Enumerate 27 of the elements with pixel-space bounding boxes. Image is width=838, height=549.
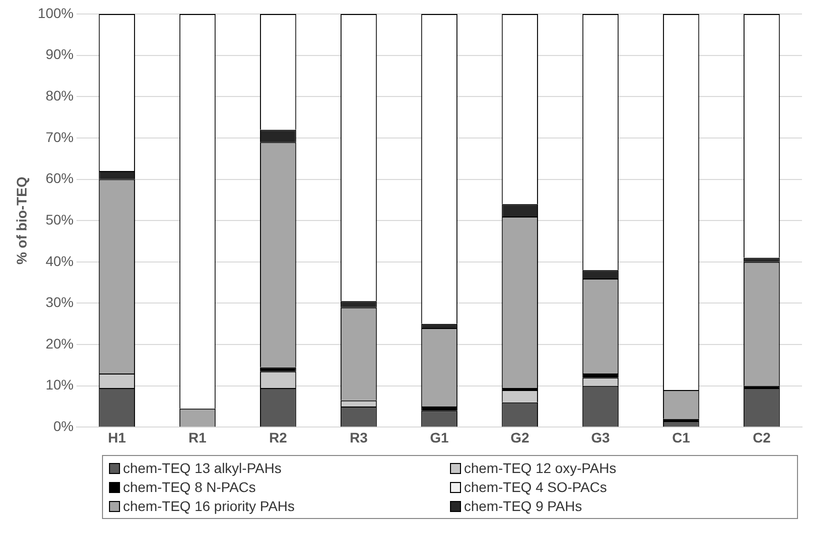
x-tick-label: G3 — [591, 429, 610, 446]
legend-label: chem-TEQ 9 PAHs — [464, 498, 582, 514]
x-tick-label: R3 — [350, 429, 368, 446]
x-tick-label: G2 — [510, 429, 530, 446]
y-tick-label: 10% — [46, 376, 74, 393]
y-tick-label: 30% — [46, 294, 74, 310]
legend-label: chem-TEQ 4 SO-PACs — [464, 479, 607, 495]
x-tick-label: R1 — [188, 429, 207, 446]
y-tick-label: 50% — [46, 211, 74, 228]
y-tick-label: 70% — [46, 128, 74, 145]
y-tick-label: 100% — [38, 4, 74, 21]
y-tick-label: 60% — [46, 170, 74, 186]
legend-label: chem-TEQ 16 priority PAHs — [123, 498, 295, 514]
x-tick-label: C1 — [672, 429, 690, 446]
x-tick-label: C2 — [752, 429, 771, 446]
legend-label: chem-TEQ 8 N-PACs — [123, 479, 256, 495]
legend-label: chem-TEQ 12 oxy-PAHs — [464, 460, 616, 476]
y-tick-label: 0% — [53, 418, 74, 434]
y-tick-label: 20% — [46, 335, 74, 352]
y-axis-title: % of bio-TEQ — [13, 176, 30, 265]
y-tick-label: 80% — [46, 88, 74, 104]
x-tick-label: R2 — [269, 429, 288, 446]
y-tick-label: 90% — [46, 46, 74, 62]
x-tick-label: G1 — [430, 429, 449, 446]
legend-label: chem-TEQ 13 alkyl-PAHs — [123, 460, 282, 476]
x-tick-label: H1 — [108, 429, 126, 446]
y-tick-label: 40% — [46, 252, 74, 269]
